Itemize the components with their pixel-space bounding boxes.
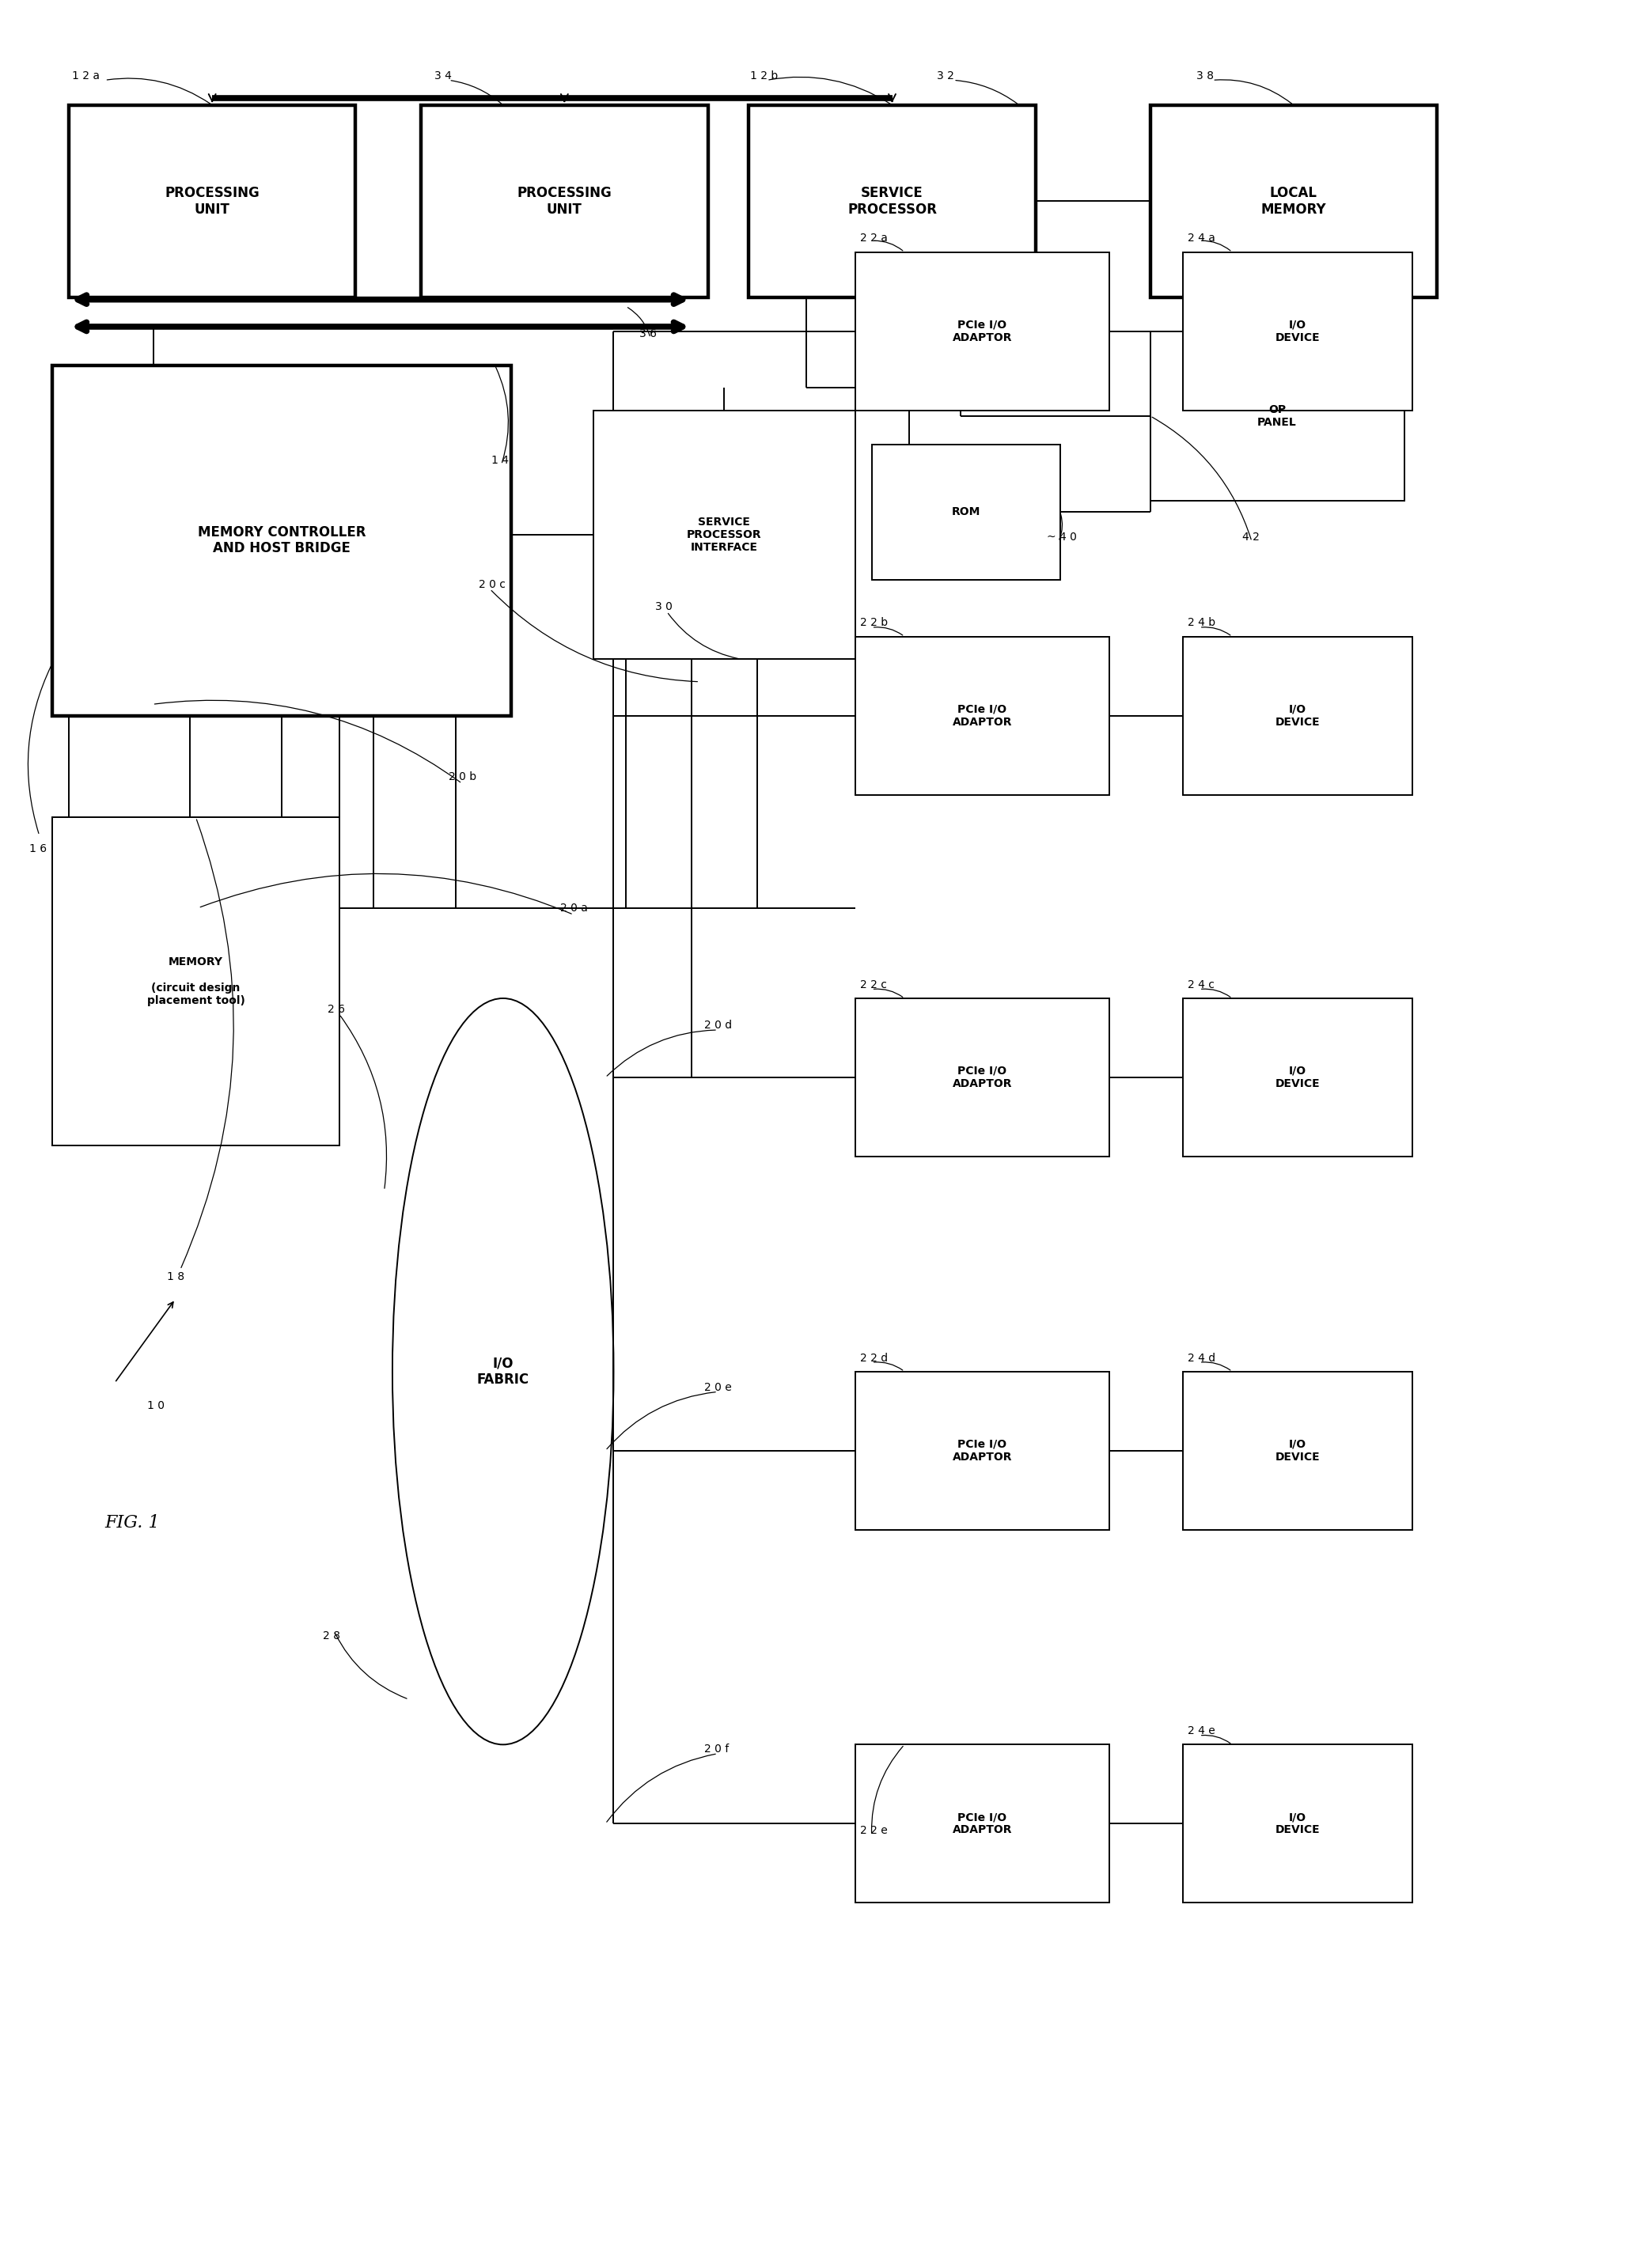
Text: ~ 4 0: ~ 4 0 <box>1046 531 1077 542</box>
Text: I/O
DEVICE: I/O DEVICE <box>1275 703 1319 728</box>
Text: 2 4 e: 2 4 e <box>1188 1726 1216 1737</box>
Text: 2 6: 2 6 <box>327 1005 345 1016</box>
FancyBboxPatch shape <box>748 104 1035 297</box>
Text: 2 0 a: 2 0 a <box>561 903 587 914</box>
Text: 1 4: 1 4 <box>492 454 508 465</box>
FancyBboxPatch shape <box>872 445 1059 581</box>
Text: OP
PANEL: OP PANEL <box>1257 404 1296 429</box>
Text: 1 2 a: 1 2 a <box>72 70 100 82</box>
Text: PCIe I/O
ADAPTOR: PCIe I/O ADAPTOR <box>952 1438 1012 1463</box>
Text: 2 4 c: 2 4 c <box>1188 980 1214 991</box>
FancyBboxPatch shape <box>421 104 707 297</box>
FancyBboxPatch shape <box>855 998 1109 1157</box>
Text: 2 0 c: 2 0 c <box>479 578 505 590</box>
Text: I/O
DEVICE: I/O DEVICE <box>1275 1066 1319 1089</box>
FancyBboxPatch shape <box>1183 637 1413 794</box>
Text: 2 2 b: 2 2 b <box>860 617 888 628</box>
Text: 3 8: 3 8 <box>1196 70 1214 82</box>
Text: PROCESSING
UNIT: PROCESSING UNIT <box>164 186 260 215</box>
Text: I/O
FABRIC: I/O FABRIC <box>477 1356 530 1386</box>
Text: 3 2: 3 2 <box>938 70 954 82</box>
Text: 2 2 e: 2 2 e <box>860 1826 888 1837</box>
Text: MEMORY CONTROLLER
AND HOST BRIDGE: MEMORY CONTROLLER AND HOST BRIDGE <box>197 524 365 556</box>
FancyBboxPatch shape <box>1183 998 1413 1157</box>
Text: PCIe I/O
ADAPTOR: PCIe I/O ADAPTOR <box>952 703 1012 728</box>
Text: 2 8: 2 8 <box>322 1631 341 1642</box>
Text: PCIe I/O
ADAPTOR: PCIe I/O ADAPTOR <box>952 320 1012 342</box>
Text: 2 4 a: 2 4 a <box>1188 234 1216 245</box>
Text: 2 0 b: 2 0 b <box>449 771 477 782</box>
Text: I/O
DEVICE: I/O DEVICE <box>1275 320 1319 342</box>
Text: 3 6: 3 6 <box>638 329 656 338</box>
Text: FIG. 1: FIG. 1 <box>105 1515 160 1531</box>
Text: ROM: ROM <box>951 506 980 517</box>
Text: MEMORY

(circuit design
placement tool): MEMORY (circuit design placement tool) <box>146 957 245 1007</box>
Text: 2 2 d: 2 2 d <box>860 1352 888 1363</box>
Text: LOCAL
MEMORY: LOCAL MEMORY <box>1260 186 1326 215</box>
FancyBboxPatch shape <box>855 1372 1109 1529</box>
FancyBboxPatch shape <box>855 252 1109 411</box>
FancyBboxPatch shape <box>1183 1372 1413 1529</box>
Text: PROCESSING
UNIT: PROCESSING UNIT <box>517 186 612 215</box>
Text: PCIe I/O
ADAPTOR: PCIe I/O ADAPTOR <box>952 1066 1012 1089</box>
Text: 4 2: 4 2 <box>1242 531 1258 542</box>
Text: 2 4 d: 2 4 d <box>1188 1352 1216 1363</box>
Text: PCIe I/O
ADAPTOR: PCIe I/O ADAPTOR <box>952 1812 1012 1835</box>
Text: 1 0: 1 0 <box>148 1399 164 1411</box>
Text: SERVICE
PROCESSOR: SERVICE PROCESSOR <box>847 186 938 215</box>
Text: 2 0 e: 2 0 e <box>704 1381 732 1393</box>
Text: 1 8: 1 8 <box>168 1270 184 1281</box>
Text: I/O
DEVICE: I/O DEVICE <box>1275 1438 1319 1463</box>
FancyBboxPatch shape <box>855 637 1109 794</box>
FancyBboxPatch shape <box>53 365 512 717</box>
FancyBboxPatch shape <box>855 1744 1109 1903</box>
Text: 2 0 d: 2 0 d <box>704 1021 732 1032</box>
Text: 3 4: 3 4 <box>434 70 451 82</box>
FancyBboxPatch shape <box>1183 252 1413 411</box>
FancyBboxPatch shape <box>53 816 339 1145</box>
FancyBboxPatch shape <box>1150 104 1436 297</box>
Text: 1 2 b: 1 2 b <box>750 70 778 82</box>
Text: 2 2 c: 2 2 c <box>860 980 887 991</box>
Text: I/O
DEVICE: I/O DEVICE <box>1275 1812 1319 1835</box>
Text: SERVICE
PROCESSOR
INTERFACE: SERVICE PROCESSOR INTERFACE <box>686 517 762 553</box>
FancyBboxPatch shape <box>69 104 355 297</box>
Text: 1 6: 1 6 <box>30 844 48 855</box>
FancyBboxPatch shape <box>594 411 855 660</box>
FancyBboxPatch shape <box>1150 331 1405 501</box>
FancyBboxPatch shape <box>1183 1744 1413 1903</box>
Text: 2 4 b: 2 4 b <box>1188 617 1216 628</box>
Text: 2 2 a: 2 2 a <box>860 234 888 245</box>
Text: 3 0: 3 0 <box>655 601 673 612</box>
Text: 2 0 f: 2 0 f <box>704 1744 729 1755</box>
